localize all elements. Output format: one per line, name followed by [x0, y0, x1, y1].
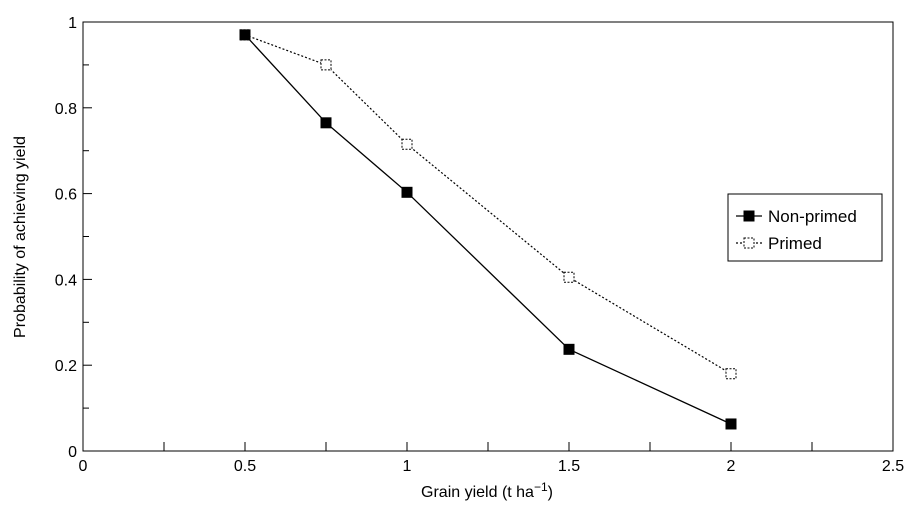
series-layer [239, 29, 737, 430]
data-point [563, 343, 575, 355]
data-point [401, 186, 413, 198]
x-tick-label-0: 0 [79, 458, 88, 475]
x-axis-ticks: 0 0.5 1 1.5 2 2.5 [79, 442, 904, 475]
legend-marker [743, 210, 755, 222]
y-tick-label-4: 0.8 [55, 101, 77, 118]
x-axis-title-sup: −1 [534, 480, 548, 494]
x-axis-title: Grain yield (t ha−1) [421, 480, 553, 501]
y-axis-title: Probability of achieving yield [12, 136, 29, 338]
x-tick-label-1: 0.5 [234, 458, 256, 475]
y-tick-label-1: 0.2 [55, 358, 77, 375]
legend-marker [743, 237, 755, 249]
y-axis-ticks: 0 0.2 0.4 0.6 0.8 1 [55, 15, 92, 461]
legend-box [727, 193, 883, 262]
y-tick-label-2: 0.4 [55, 272, 77, 289]
series-line [244, 34, 732, 425]
x-tick-label-2: 1 [403, 458, 412, 475]
data-point [320, 117, 332, 129]
x-tick-label-4: 2 [727, 458, 736, 475]
series-line [244, 34, 732, 375]
data-point [401, 138, 413, 150]
legend-item-0: Non-primed [736, 207, 857, 226]
x-tick-label-3: 1.5 [558, 458, 580, 475]
data-point [320, 59, 332, 71]
data-point [239, 29, 251, 41]
series-primed [239, 29, 737, 380]
x-axis-title-close: ) [548, 484, 553, 501]
x-axis-title-main: Grain yield (t ha [421, 484, 534, 501]
series-non-primed [239, 29, 737, 430]
y-tick-label-3: 0.6 [55, 187, 77, 204]
data-point [563, 271, 575, 283]
legend-label: Primed [768, 234, 822, 253]
data-point [725, 368, 737, 380]
legend-item-1: Primed [736, 234, 822, 253]
legend: Non-primed Primed [727, 193, 883, 262]
y-tick-label-0: 0 [68, 444, 77, 461]
x-tick-label-5: 2.5 [882, 458, 904, 475]
y-tick-label-5: 1 [68, 15, 77, 32]
legend-items: Non-primed Primed [736, 207, 857, 253]
legend-label: Non-primed [768, 207, 857, 226]
data-point [725, 418, 737, 430]
